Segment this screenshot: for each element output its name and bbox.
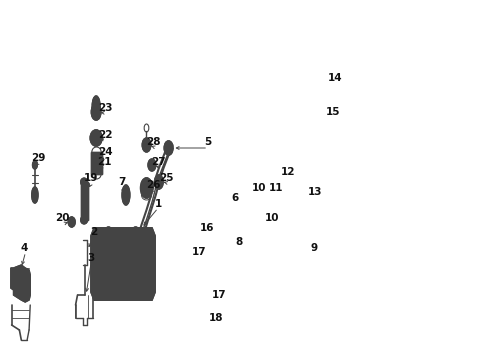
Bar [333, 100, 340, 130]
Text: 11: 11 [268, 183, 283, 193]
Ellipse shape [142, 138, 150, 152]
Ellipse shape [148, 159, 156, 171]
Text: 27: 27 [150, 157, 165, 167]
Text: 1: 1 [154, 199, 162, 209]
Ellipse shape [33, 161, 37, 169]
Circle shape [106, 239, 111, 251]
Circle shape [95, 160, 99, 170]
Text: 13: 13 [307, 187, 321, 197]
Circle shape [32, 187, 38, 203]
Text: 16: 16 [200, 223, 214, 233]
Circle shape [122, 185, 130, 205]
Ellipse shape [68, 217, 75, 227]
Ellipse shape [283, 185, 288, 195]
Text: 26: 26 [145, 180, 160, 190]
Text: 15: 15 [325, 107, 340, 117]
Text: 17: 17 [211, 290, 226, 300]
Text: 21: 21 [97, 157, 112, 167]
Bar [81, 182, 87, 220]
Ellipse shape [81, 178, 87, 186]
Text: 8: 8 [235, 237, 242, 247]
Polygon shape [11, 265, 30, 302]
Circle shape [284, 185, 287, 195]
Ellipse shape [91, 104, 101, 120]
Bar [81, 182, 87, 220]
Circle shape [150, 161, 153, 169]
Text: 2: 2 [90, 227, 97, 237]
Ellipse shape [141, 178, 152, 198]
Ellipse shape [81, 216, 87, 224]
Text: 10: 10 [264, 213, 279, 223]
Bar [240, 195, 251, 295]
Circle shape [102, 227, 115, 263]
Ellipse shape [202, 253, 209, 263]
Text: 17: 17 [192, 247, 206, 257]
Text: 12: 12 [280, 167, 294, 177]
Circle shape [144, 182, 148, 194]
Circle shape [70, 217, 74, 227]
Bar [240, 195, 251, 295]
Bar [91, 152, 102, 174]
Ellipse shape [112, 261, 133, 283]
Bar [91, 152, 102, 174]
Circle shape [212, 301, 220, 323]
Circle shape [128, 227, 142, 263]
Ellipse shape [210, 289, 218, 301]
Text: 22: 22 [99, 130, 113, 140]
Ellipse shape [90, 130, 102, 146]
Text: 19: 19 [84, 173, 98, 183]
Text: 28: 28 [145, 137, 160, 147]
Text: 25: 25 [159, 173, 174, 183]
Text: 10: 10 [251, 183, 265, 193]
Text: 20: 20 [56, 213, 70, 223]
Text: 5: 5 [203, 137, 210, 147]
Text: 3: 3 [87, 253, 95, 263]
Text: 29: 29 [31, 153, 45, 163]
Ellipse shape [92, 158, 102, 172]
Polygon shape [91, 228, 155, 300]
Circle shape [92, 96, 100, 116]
Circle shape [332, 133, 341, 157]
Text: 24: 24 [98, 147, 113, 157]
Bar [333, 100, 340, 130]
Circle shape [274, 183, 283, 207]
Text: 7: 7 [118, 177, 125, 187]
Text: 14: 14 [327, 73, 342, 83]
Text: 18: 18 [208, 313, 223, 323]
Text: 23: 23 [98, 103, 112, 113]
Circle shape [201, 228, 209, 248]
Text: 4: 4 [20, 243, 28, 253]
Ellipse shape [164, 141, 172, 155]
Text: 9: 9 [310, 243, 317, 253]
Text: 6: 6 [231, 193, 238, 203]
Ellipse shape [154, 175, 163, 189]
Circle shape [133, 239, 138, 251]
Circle shape [214, 307, 218, 317]
